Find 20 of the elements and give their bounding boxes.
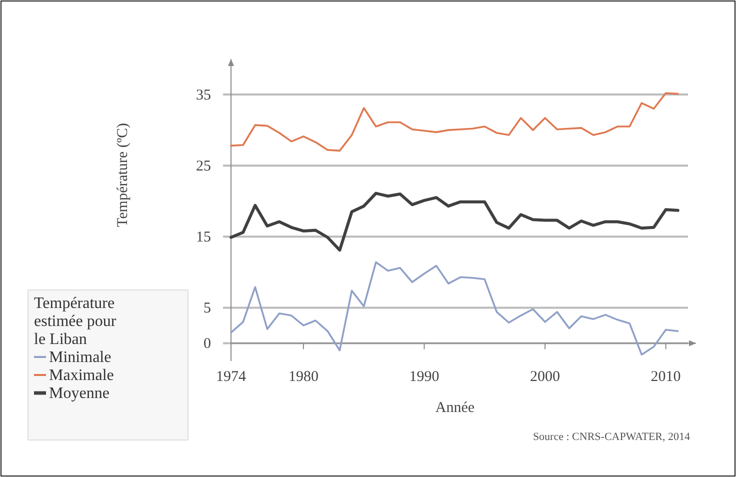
x-tick-label: 2010 [650,369,681,385]
x-tick-label: 1974 [216,369,246,385]
x-tick-label: 2000 [530,369,560,385]
legend-title: Température estimée pour le Liban [34,295,117,348]
y-axis-title: Température (ºC) [115,123,131,227]
line-series [230,261,679,356]
source-note: Source : CNRS-CAPWATER, 2014 [532,431,690,443]
line-series [230,92,679,152]
legend-label: Moyenne [49,385,110,402]
x-tick-label: 1990 [409,369,440,385]
y-tick-label: 5 [204,300,211,317]
line-series [230,192,680,252]
x-tick-label: 1980 [288,369,318,385]
legend-label: Minimale [49,349,112,366]
legend-label: Maximale [49,367,114,384]
y-tick-label: 35 [196,88,211,104]
y-tick-label: 15 [196,230,211,246]
y-tick-label: 0 [204,336,211,352]
x-axis-title: Année [435,400,475,416]
y-tick-label: 25 [196,158,211,175]
